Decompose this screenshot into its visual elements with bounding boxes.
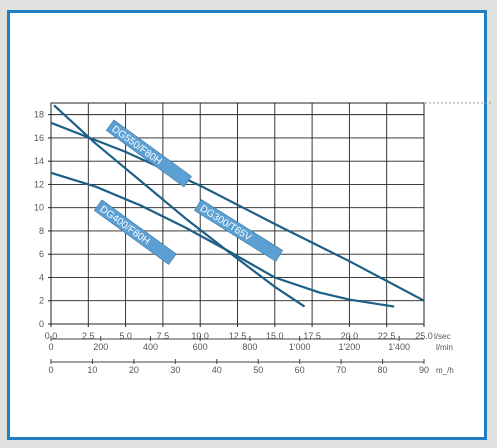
- secondary-tick-label: 50: [253, 365, 263, 375]
- y-tick-label: 12: [34, 179, 44, 189]
- chart-frame: [7, 10, 487, 440]
- secondary-tick-label: 600: [193, 342, 208, 352]
- secondary-tick-label: 70: [336, 365, 346, 375]
- secondary-tick-label: 10: [87, 365, 97, 375]
- secondary-tick-label: 80: [378, 365, 388, 375]
- y-tick-label: 14: [34, 156, 44, 166]
- secondary-unit-label: m_/h: [436, 366, 454, 375]
- secondary-tick-label: 90: [419, 365, 429, 375]
- curve-name-tag: DG400/F80H: [93, 199, 177, 265]
- secondary-tick-label: 0: [48, 365, 53, 375]
- y-tick-label: 16: [34, 133, 44, 143]
- x-tick-label: 2.5: [82, 331, 95, 341]
- y-tick-label: 4: [39, 272, 44, 282]
- x-tick-label: 25.0: [415, 331, 433, 341]
- y-tick-label: 6: [39, 249, 44, 259]
- curve-tag-background: [93, 199, 177, 265]
- secondary-unit-label: l/min: [436, 343, 453, 352]
- secondary-tick-label: 60: [295, 365, 305, 375]
- y-tick-label: 0: [39, 319, 44, 329]
- y-tick-label: 18: [34, 110, 44, 120]
- secondary-tick-label: 800: [242, 342, 257, 352]
- x-tick-label: 22.5: [378, 331, 396, 341]
- secondary-tick-label: 200: [93, 342, 108, 352]
- curve-name-tag: DG300/T65V: [194, 199, 284, 262]
- curve-line: [53, 104, 306, 308]
- secondary-tick-label: 30: [170, 365, 180, 375]
- x-tick-label: 17.5: [303, 331, 321, 341]
- curve-line: [50, 171, 395, 308]
- secondary-tick-label: 0: [48, 342, 53, 352]
- secondary-tick-label: 400: [143, 342, 158, 352]
- secondary-tick-label: 1'200: [339, 342, 361, 352]
- secondary-tick-label: 1'400: [388, 342, 410, 352]
- secondary-tick-label: 1'000: [289, 342, 311, 352]
- curve-tag-background: [194, 199, 284, 262]
- x-tick-label: 15.0: [266, 331, 284, 341]
- y-tick-label: 8: [39, 226, 44, 236]
- secondary-tick-label: 20: [129, 365, 139, 375]
- x-unit-label: l/sec: [434, 332, 450, 341]
- y-tick-label: 2: [39, 296, 44, 306]
- curve-name-tag: DG550/F80H: [105, 119, 192, 188]
- curve-tag-background: [105, 119, 192, 188]
- x-tick-label: 7.5: [157, 331, 170, 341]
- y-tick-label: 10: [34, 203, 44, 213]
- curve-line: [50, 121, 425, 302]
- x-tick-label: 5.0: [119, 331, 132, 341]
- x-tick-label: 12.5: [229, 331, 247, 341]
- curve-tag-label: DG400/F80H: [97, 204, 151, 248]
- secondary-tick-label: 40: [212, 365, 222, 375]
